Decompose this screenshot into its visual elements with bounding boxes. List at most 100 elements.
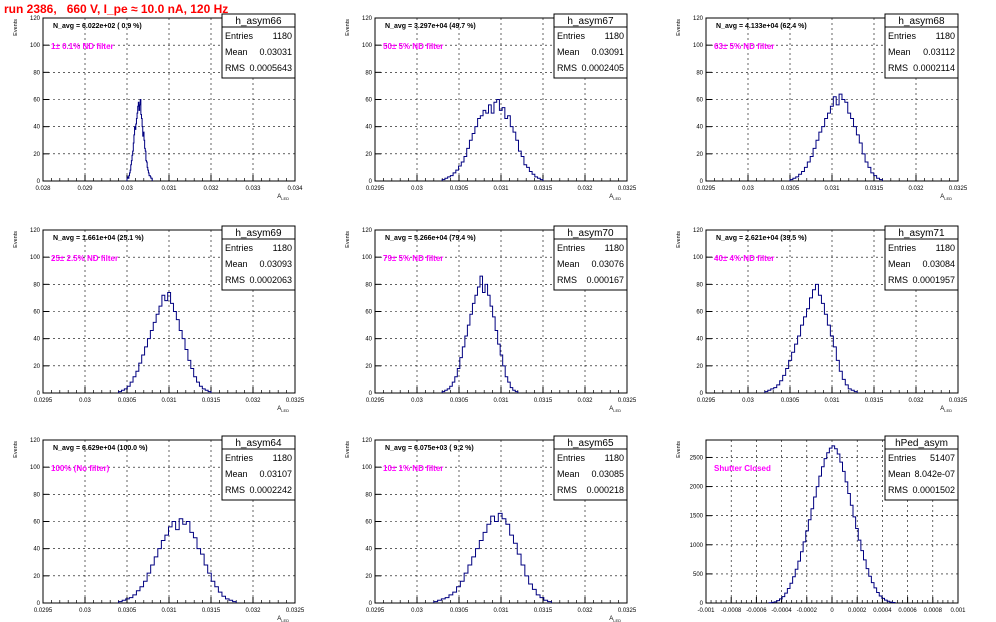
stats-box <box>884 435 959 501</box>
filter-annotation: 25± 2.5% ND filter <box>51 254 118 263</box>
y-tick-label: 1000 <box>690 543 704 549</box>
x-tick-label: 0.0305 <box>781 398 800 404</box>
y-tick-label: 120 <box>30 228 41 234</box>
y-tick-label: 80 <box>33 492 40 498</box>
y-tick-label: 20 <box>365 364 372 370</box>
histogram-line <box>441 99 544 181</box>
y-tick-label: 120 <box>693 16 704 22</box>
stats-value: 0.03091 <box>591 47 624 57</box>
x-axis-label: ALED <box>277 194 289 201</box>
x-tick-label: 0.001 <box>950 608 966 614</box>
stats-value: 1180 <box>273 453 292 463</box>
histogram-line <box>441 275 519 393</box>
stats-box <box>553 13 628 79</box>
navg-label: N_avg = 1.661e+04 (25.1 %) <box>53 235 144 242</box>
stats-label: Mean <box>557 469 580 479</box>
stats-box <box>553 225 628 291</box>
y-tick-label: 20 <box>696 364 703 370</box>
stats-value: 1180 <box>605 453 624 463</box>
x-tick-label: 0.0002 <box>848 608 867 614</box>
histogram-panel-h_asym71: 0.0295 0.03 0.0305 0.031 0.0315 0.032 0.0325 0 2… <box>676 225 968 413</box>
y-tick-label: 100 <box>362 43 373 49</box>
navg-label: N_avg = 2.621e+04 (39.5 %) <box>716 235 807 242</box>
x-tick-label: 0.029 <box>77 186 93 192</box>
x-tick-label: 0.032 <box>245 608 261 614</box>
stats-value: 0.03093 <box>259 259 292 269</box>
navg-label: N_avg = 6.075e+03 ( 9.2 %) <box>385 445 474 452</box>
filter-annotation: Shutter Closed <box>714 464 771 473</box>
x-tick-label: 0.0006 <box>898 608 917 614</box>
stats-label: Mean <box>557 47 580 57</box>
y-tick-label: 2000 <box>690 485 704 491</box>
stats-box <box>221 13 296 79</box>
y-tick-label: 20 <box>696 152 703 158</box>
stats-title: h_asym66 <box>235 16 282 27</box>
filter-annotation: 79± 5% ND filter <box>383 254 443 263</box>
stats-value: 8.042e-07 <box>914 469 955 479</box>
x-tick-label: 0.0295 <box>697 398 716 404</box>
x-tick-label: 0.034 <box>287 186 303 192</box>
x-tick-label: 0.0315 <box>534 186 553 192</box>
stats-value: 0.0002063 <box>249 275 292 285</box>
stats-value: 0.0002405 <box>581 63 624 73</box>
stats-label: Entries <box>557 243 586 253</box>
x-tick-label: 0.0004 <box>873 608 892 614</box>
stats-value: 1180 <box>605 31 624 41</box>
x-axis-label: ALED <box>609 194 621 201</box>
y-tick-label: 0 <box>369 179 373 185</box>
x-tick-label: 0.0315 <box>865 398 884 404</box>
stats-label: RMS <box>888 485 908 495</box>
y-axis-label: Events <box>676 231 682 248</box>
histogram-line <box>768 445 896 604</box>
y-axis-label: Events <box>13 441 19 458</box>
stats-title: h_asym70 <box>567 228 614 239</box>
y-tick-label: 100 <box>362 465 373 471</box>
x-tick-label: 0.0325 <box>286 608 305 614</box>
y-tick-label: 60 <box>33 98 40 104</box>
y-tick-label: 100 <box>693 43 704 49</box>
x-tick-label: 0.0008 <box>924 608 943 614</box>
stats-value: 1180 <box>605 243 624 253</box>
filter-annotation: 1± 0.1% ND filter <box>51 42 114 51</box>
filter-annotation: 40± 4% ND filter <box>714 254 774 263</box>
navg-label: N_avg = 6.022e+02 ( 0.9 %) <box>53 23 142 30</box>
y-tick-label: 120 <box>30 16 41 22</box>
y-tick-label: 60 <box>696 310 703 316</box>
x-tick-label: 0.031 <box>161 398 177 404</box>
x-tick-label: 0.0315 <box>865 186 884 192</box>
stats-title: h_asym64 <box>235 438 282 449</box>
y-tick-label: 100 <box>30 255 41 261</box>
y-tick-label: 40 <box>365 125 372 131</box>
x-tick-label: 0.031 <box>161 186 177 192</box>
y-tick-label: 60 <box>33 520 40 526</box>
y-tick-label: 60 <box>696 98 703 104</box>
stats-label: RMS <box>225 275 245 285</box>
y-axis-label: Events <box>13 19 19 36</box>
stats-label: Mean <box>225 259 248 269</box>
navg-label: N_avg = 5.266e+04 (79.4 %) <box>385 235 476 242</box>
y-tick-label: 0 <box>37 391 41 397</box>
x-tick-label: 0.0315 <box>202 608 221 614</box>
x-tick-label: 0.0305 <box>118 608 137 614</box>
stats-label: RMS <box>557 485 577 495</box>
x-tick-label: 0.031 <box>493 608 509 614</box>
histogram-panel-h_asym68: 0.0295 0.03 0.0305 0.031 0.0315 0.032 0.0325 0 2… <box>676 13 968 201</box>
y-tick-label: 60 <box>33 310 40 316</box>
stats-label: Entries <box>557 453 586 463</box>
stats-label: RMS <box>557 275 577 285</box>
stats-value: 51407 <box>930 453 955 463</box>
navg-label: N_avg = 6.629e+04 (100.0 %) <box>53 445 148 452</box>
x-axis-label: ALED <box>940 406 952 413</box>
y-tick-label: 100 <box>30 465 41 471</box>
x-tick-label: 0.03 <box>411 398 423 404</box>
x-tick-label: 0.032 <box>577 186 593 192</box>
x-tick-label: 0.0325 <box>949 398 968 404</box>
y-tick-label: 0 <box>700 391 704 397</box>
y-tick-label: 0 <box>700 601 704 607</box>
x-tick-label: -0.0006 <box>746 608 767 614</box>
stats-label: RMS <box>225 63 245 73</box>
y-axis-label: Events <box>345 19 351 36</box>
stats-box <box>884 225 959 291</box>
stats-value: 0.0002114 <box>913 63 955 73</box>
y-tick-label: 100 <box>362 255 373 261</box>
